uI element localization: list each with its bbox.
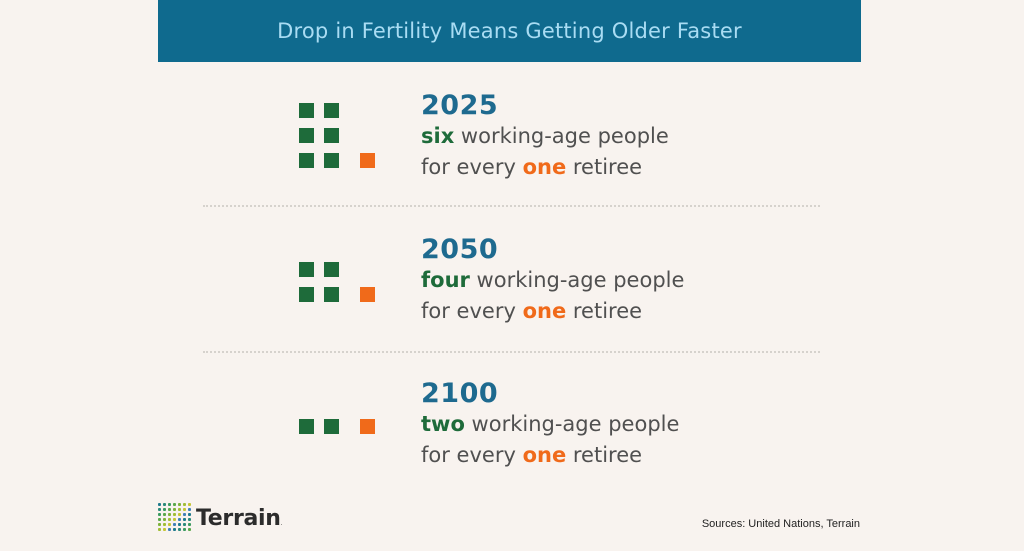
logo-dot xyxy=(168,513,171,516)
logo-dot xyxy=(183,503,186,506)
working-age-person-icon xyxy=(324,287,339,302)
logo-dot xyxy=(168,503,171,506)
retiree-icon xyxy=(360,287,375,302)
logo-dot xyxy=(158,518,161,521)
working-age-person-icon xyxy=(324,153,339,168)
logo-dot xyxy=(183,518,186,521)
logo-dot xyxy=(158,513,161,516)
working-age-person-icon xyxy=(299,153,314,168)
working-age-person-icon xyxy=(299,419,314,434)
retiree-icon xyxy=(360,153,375,168)
logo-dot xyxy=(163,508,166,511)
logo-dot xyxy=(183,508,186,511)
logo-dot xyxy=(163,513,166,516)
logo-dot xyxy=(158,503,161,506)
logo-dot xyxy=(168,518,171,521)
logo-dot xyxy=(173,508,176,511)
ratio-row-2025: 2025 six working-age people for every on… xyxy=(0,88,1024,198)
year-label: 2050 xyxy=(421,234,499,265)
count-word: six xyxy=(421,124,455,148)
logo-dot xyxy=(173,518,176,521)
working-age-person-icon xyxy=(324,262,339,277)
logo-dot xyxy=(173,503,176,506)
logo-dot xyxy=(178,518,181,521)
title-banner: Drop in Fertility Means Getting Older Fa… xyxy=(158,0,861,62)
working-age-person-icon xyxy=(299,287,314,302)
logo-dot xyxy=(183,523,186,526)
logo-dot xyxy=(178,528,181,531)
ratio-line-1: four working-age people xyxy=(421,268,685,292)
ratio-text: 2100 two working-age people for every on… xyxy=(421,378,679,471)
one-word: one xyxy=(522,155,567,179)
working-age-person-icon xyxy=(299,128,314,143)
year-label: 2025 xyxy=(421,90,499,121)
logo-dot xyxy=(183,513,186,516)
logo-dot xyxy=(188,508,191,511)
terrain-logo: Terrain . xyxy=(158,503,283,533)
logo-dot xyxy=(158,528,161,531)
logo-dot xyxy=(158,523,161,526)
ratio-row-2050: 2050 four working-age people for every o… xyxy=(0,232,1024,342)
ratio-line-2: for every one retiree xyxy=(421,299,643,323)
logo-dot xyxy=(168,508,171,511)
logo-dot xyxy=(178,523,181,526)
count-word: two xyxy=(421,412,465,436)
logo-dot xyxy=(173,523,176,526)
logo-dot xyxy=(163,518,166,521)
logo-dot xyxy=(163,523,166,526)
logo-dot xyxy=(178,513,181,516)
logo-dot xyxy=(188,523,191,526)
ratio-row-2100: 2100 two working-age people for every on… xyxy=(0,376,1024,486)
ratio-line-1: six working-age people xyxy=(421,124,669,148)
ratio-text: 2050 four working-age people for every o… xyxy=(421,234,684,327)
ratio-text: 2025 six working-age people for every on… xyxy=(421,90,669,183)
working-age-person-icon xyxy=(299,262,314,277)
logo-text: Terrain xyxy=(196,505,281,531)
one-word: one xyxy=(522,299,567,323)
one-word: one xyxy=(522,443,567,467)
working-age-person-icon xyxy=(299,103,314,118)
ratio-line-2: for every one retiree xyxy=(421,155,643,179)
people-icon-grid xyxy=(299,262,379,307)
divider xyxy=(203,205,820,207)
logo-dot xyxy=(178,508,181,511)
trademark-mark: . xyxy=(280,520,283,527)
logo-dot xyxy=(173,528,176,531)
working-age-person-icon xyxy=(324,128,339,143)
logo-dot xyxy=(178,503,181,506)
ratio-line-1: two working-age people xyxy=(421,412,680,436)
working-age-person-icon xyxy=(324,103,339,118)
people-icon-grid xyxy=(299,103,379,173)
count-word: four xyxy=(421,268,470,292)
logo-dot xyxy=(168,528,171,531)
divider xyxy=(203,351,820,353)
logo-dot xyxy=(183,528,186,531)
page-title: Drop in Fertility Means Getting Older Fa… xyxy=(277,19,742,43)
working-age-person-icon xyxy=(324,419,339,434)
retiree-icon xyxy=(360,419,375,434)
logo-dot xyxy=(188,513,191,516)
dot-grid-logo-icon xyxy=(158,503,192,533)
logo-dot xyxy=(188,503,191,506)
logo-dot xyxy=(168,523,171,526)
logo-dot xyxy=(158,508,161,511)
logo-dot xyxy=(188,518,191,521)
sources-note: Sources: United Nations, Terrain xyxy=(701,518,860,530)
logo-dot xyxy=(188,528,191,531)
year-label: 2100 xyxy=(421,378,499,409)
logo-dot xyxy=(173,513,176,516)
ratio-line-2: for every one retiree xyxy=(421,443,643,467)
logo-dot xyxy=(163,503,166,506)
logo-dot xyxy=(163,528,166,531)
people-icon-grid xyxy=(299,419,379,439)
